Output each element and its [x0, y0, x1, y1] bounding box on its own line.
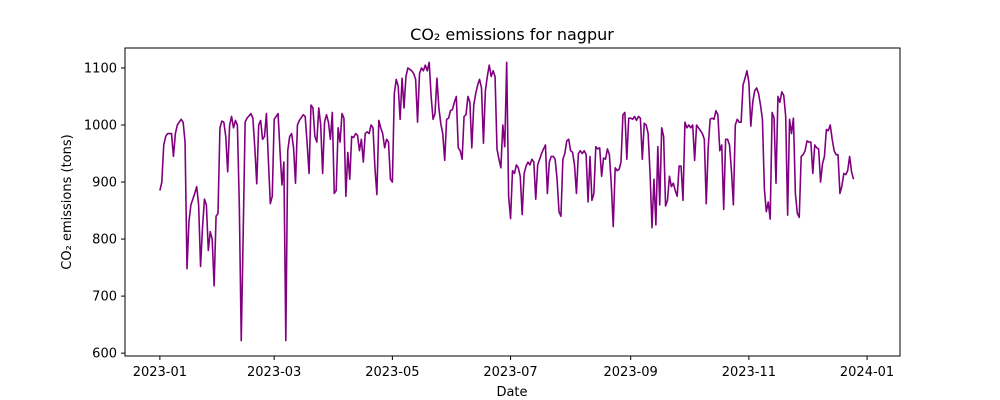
x-tick-label: 2023-03 — [247, 365, 301, 380]
x-tick-label: 2024-01 — [840, 365, 894, 380]
y-tick-label: 1000 — [84, 119, 117, 134]
x-tick-label: 2023-01 — [133, 365, 187, 380]
x-tick-label: 2023-11 — [722, 365, 776, 380]
y-tick-label: 900 — [92, 176, 117, 191]
y-tick-label: 600 — [92, 347, 117, 362]
series-line — [159, 61, 855, 342]
plot-frame — [124, 47, 901, 357]
chart-title: CO₂ emissions for nagpur — [410, 25, 614, 44]
x-axis-label: Date — [496, 385, 527, 400]
x-tick-label: 2023-07 — [483, 365, 537, 380]
x-tick-label: 2023-09 — [604, 365, 658, 380]
plot-area — [124, 47, 901, 357]
y-tick-label: 1100 — [84, 61, 117, 76]
y-tick-label: 800 — [92, 233, 117, 248]
x-tick-label: 2023-05 — [365, 365, 419, 380]
y-axis-label: CO₂ emissions (tons) — [60, 134, 75, 269]
y-tick-label: 700 — [92, 290, 117, 305]
x-axis: 2023-01 2023-03 2023-05 2023-07 2023-09 2023-… — [133, 356, 894, 380]
y-axis: 600 700 800 900 1000 1100 — [84, 61, 125, 362]
